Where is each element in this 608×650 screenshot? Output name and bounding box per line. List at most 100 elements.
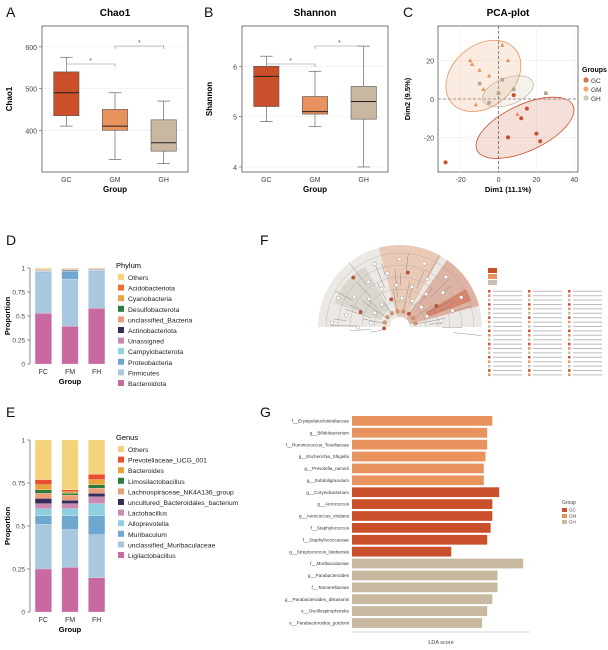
x-axis-label: Dim1 (11.1%): [485, 185, 532, 194]
cladogram-key-swatch: [568, 342, 571, 346]
clade-node: [395, 309, 400, 314]
clade-node: [439, 318, 444, 323]
clade-node: [406, 311, 411, 316]
legend-swatch: [118, 488, 124, 495]
cladogram-key-swatch: [568, 351, 571, 355]
lda-bar: [352, 546, 452, 557]
lda-bar-label: g__Escherichia_Shigella: [299, 454, 350, 459]
cladogram-key-swatch: [528, 338, 531, 341]
y-tick-label: 5: [233, 115, 237, 122]
legend-swatch: [118, 358, 124, 365]
clade-node: [394, 283, 399, 288]
legend-label: Lactobacillus: [128, 511, 168, 518]
ellipse-gm: [445, 39, 522, 112]
legend-label: Lachnospiraceae_NK4A136_group: [128, 489, 234, 496]
cladogram-key-swatch: [528, 369, 531, 372]
clade-node: [330, 320, 335, 325]
clade-branch: [429, 277, 451, 298]
legend-swatch: [583, 86, 589, 92]
legend-swatch: [118, 530, 124, 537]
clade-node: [385, 315, 390, 320]
lda-bar: [352, 511, 493, 521]
x-tick-label: GC: [61, 177, 72, 184]
lda-bar: [352, 427, 488, 438]
significance-bracket: [266, 63, 316, 67]
y-tick-label: 0.75: [12, 290, 25, 297]
lda-bar-label: f__Tannerellaceae: [311, 585, 349, 590]
clade-node: [419, 305, 424, 310]
cladogram-key-swatch: [528, 303, 531, 306]
y-axis-label: Chao1: [5, 86, 14, 111]
cladogram-key-swatch: [488, 325, 491, 328]
clade-node: [356, 325, 360, 330]
bar-segment: [34, 267, 52, 270]
clade-node: [379, 287, 384, 292]
y-axis-label: Proportion: [3, 506, 12, 545]
cladogram-key-swatch: [488, 342, 491, 346]
clade-branch: [408, 286, 413, 299]
bar-segment: [34, 479, 52, 485]
panel-label-a: A: [6, 4, 16, 20]
point-gh: [496, 91, 501, 96]
point-gm: [477, 67, 482, 72]
clade-node: [389, 311, 394, 316]
bar-segment: [61, 278, 79, 327]
clade-node: [425, 314, 429, 319]
clade-branch: [350, 329, 371, 332]
bar-segment: [34, 503, 52, 509]
cladogram-key-swatch: [568, 294, 571, 297]
cladogram-key-swatch: [568, 320, 571, 324]
lda-bar: [352, 570, 498, 581]
lda-bar-dot: ·: [492, 478, 493, 483]
lda-bar-label: f__Staphylococcaceae: [303, 537, 350, 542]
cladogram-key-swatch: [528, 312, 531, 315]
legend-label: Cyanobacteria: [128, 296, 172, 303]
legend-label: Alloprevotella: [128, 521, 169, 528]
cladogram-key-swatch: [528, 342, 531, 346]
phylum-stacked-bar: 0 0.25 0.5 0.75 1 Proportion FC FM FH Group Phylum…: [3, 261, 192, 388]
cladogram-key-swatch: [488, 364, 491, 368]
significance-bracket: [114, 45, 164, 49]
panel-label-g: G: [260, 404, 271, 420]
panel-label-c: C: [403, 4, 414, 20]
clade-branch: [426, 299, 452, 314]
clade-branch: [362, 300, 386, 317]
legend-swatch: [583, 77, 589, 83]
cladogram-key-swatch: [488, 303, 491, 306]
clade-branch: [394, 269, 398, 298]
bar-segment: [88, 515, 106, 535]
legend-label: Firmicutes: [128, 370, 160, 377]
bar-segment: [61, 489, 79, 492]
legend-swatch: [118, 348, 124, 355]
lda-bar-dot: ·: [507, 490, 508, 495]
cladogram-key-swatch: [568, 373, 571, 377]
y-tick-label: 1: [21, 266, 25, 273]
legend-label: Prevotellaceae_UCG_001: [128, 458, 207, 465]
clade-node: [422, 261, 427, 266]
bar-segment: [34, 271, 52, 273]
bar-segment: [34, 498, 52, 504]
legend-label: Limosilactobacillus: [128, 479, 185, 486]
x-tick-label: GM: [309, 177, 320, 184]
legend-swatch: [118, 520, 124, 527]
lda-bar-label: s__Oscillospirophoreke: [301, 609, 349, 614]
cladogram-key-swatch: [528, 316, 531, 319]
lda-bar-chart: f__Erysipelatoclostridiaceae · g__Bifidoba…: [285, 416, 577, 646]
bar-segment: [88, 270, 106, 272]
cladogram-key-swatch: [488, 347, 491, 350]
clade-node: [450, 308, 455, 313]
bar-segment: [61, 567, 79, 613]
clade-branch: [376, 282, 387, 301]
point-gc: [538, 139, 543, 144]
clade-node: [425, 277, 430, 282]
clade-branch: [334, 318, 347, 321]
clade-branch: [451, 305, 472, 312]
x-tick-label: 0: [497, 177, 501, 184]
clade-node: [369, 321, 374, 325]
lda-bar-label: g__Corynebacterium: [306, 490, 349, 495]
genus-stacked-bar: 0 0.25 0.5 0.75 1 Proportion FC FM FH Group Genus O…: [3, 433, 239, 634]
cladogram-legend-swatch: [488, 268, 497, 273]
bar-segment: [61, 493, 79, 496]
x-tick-label: FH: [92, 369, 101, 376]
y-tick-label: 4: [233, 165, 237, 172]
